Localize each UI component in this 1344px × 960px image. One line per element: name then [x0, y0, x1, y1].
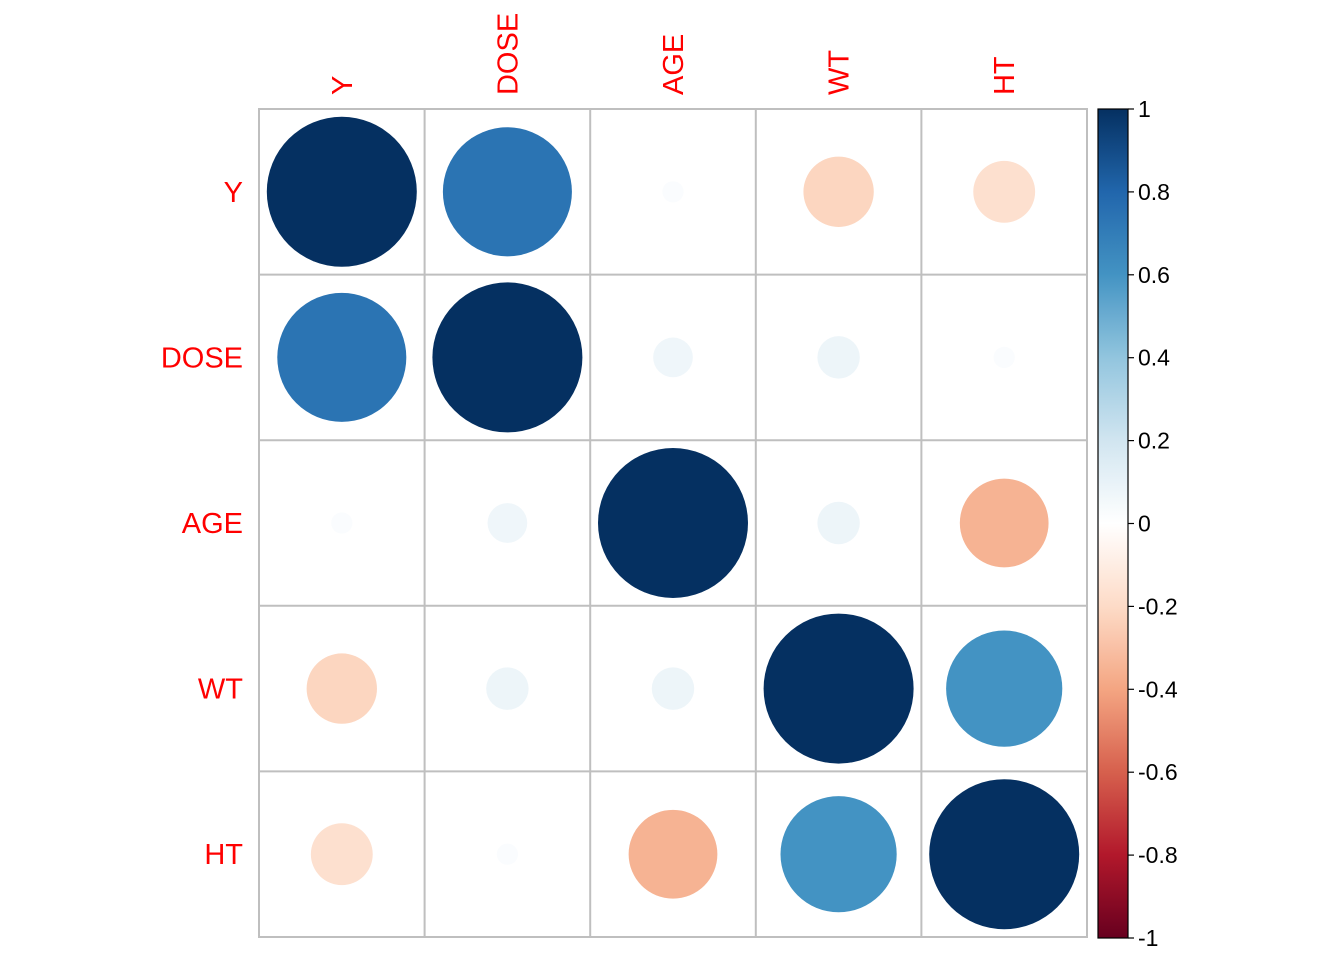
- colorbar-legend: -1 -0.8 -0.6 -0.4 -0.2 0 0.2 0.4 0.6 0.8 1: [1097, 96, 1178, 951]
- correlation-circle-wt-y: [306, 653, 377, 724]
- correlation-circles: [266, 116, 1080, 930]
- correlation-circle-ht-ht: [929, 779, 1080, 930]
- correlation-circle-ht-age: [628, 809, 718, 899]
- correlation-circle-dose-ht: [993, 346, 1015, 369]
- correlation-circle-y-ht: [973, 160, 1036, 223]
- colorbar-tick-label: -0.8: [1138, 842, 1178, 868]
- correlation-circle-wt-age: [651, 667, 695, 710]
- row-label-wt: WT: [198, 674, 243, 706]
- colorbar-tick-label: 0.6: [1138, 262, 1170, 288]
- column-label-dose: DOSE: [492, 13, 524, 95]
- correlation-circle-age-dose: [487, 503, 528, 543]
- colorbar-tick-label: 0: [1138, 511, 1151, 537]
- correlation-circle-y-age: [662, 181, 684, 203]
- colorbar-tick-label: -0.2: [1138, 593, 1178, 619]
- correlation-circle-dose-age: [653, 337, 693, 378]
- correlation-circle-age-wt: [817, 501, 860, 545]
- matrix-grid: [258, 108, 1088, 938]
- correlation-circle-dose-wt: [817, 336, 860, 379]
- correlation-circle-age-y: [331, 512, 353, 534]
- column-label-age: AGE: [658, 34, 690, 95]
- correlation-circle-y-y: [266, 116, 417, 267]
- correlation-circle-wt-dose: [486, 667, 529, 710]
- colorbar-tick-label: -0.6: [1138, 759, 1178, 785]
- correlation-circle-ht-dose: [496, 843, 519, 865]
- colorbar-tick-label: 1: [1138, 96, 1151, 122]
- colorbar: [1097, 108, 1129, 939]
- colorbar-tick-label: 0.4: [1138, 345, 1170, 371]
- correlation-circle-dose-dose: [432, 282, 583, 433]
- correlation-circle-age-age: [598, 448, 748, 598]
- correlation-circle-wt-wt: [763, 613, 914, 764]
- correlation-circle-wt-ht: [946, 630, 1063, 747]
- column-label-ht: HT: [989, 56, 1021, 95]
- colorbar-tick-label: 0.8: [1138, 179, 1170, 205]
- variable-labels: Y Y DOSE DOSE AGE AGE WT WT HT HT: [161, 13, 1021, 871]
- row-label-dose: DOSE: [161, 342, 243, 374]
- colorbar-tick-label: -1: [1138, 925, 1158, 951]
- colorbar-tick-label: 0.2: [1138, 428, 1170, 454]
- correlation-circle-ht-y: [310, 823, 373, 886]
- correlation-circle-y-wt: [803, 156, 874, 227]
- correlation-circle-y-dose: [442, 127, 572, 257]
- correlation-circle-ht-wt: [780, 796, 897, 913]
- row-label-ht: HT: [204, 839, 243, 871]
- column-label-y: Y: [327, 76, 359, 95]
- row-label-age: AGE: [182, 508, 243, 540]
- correlation-circle-dose-y: [277, 292, 407, 422]
- row-label-y: Y: [224, 177, 243, 209]
- colorbar-tick-label: -0.4: [1138, 676, 1178, 702]
- column-label-wt: WT: [824, 50, 856, 95]
- correlation-circle-age-ht: [959, 478, 1049, 568]
